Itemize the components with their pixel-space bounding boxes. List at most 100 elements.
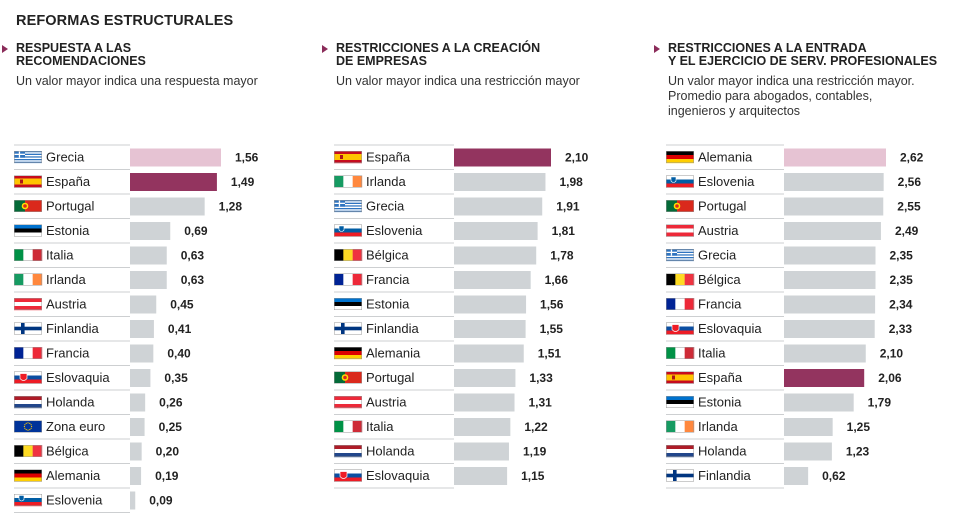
italy-flag-icon: [14, 249, 43, 261]
value-label: 1,15: [521, 469, 545, 483]
bar: [784, 295, 876, 314]
greece-flag-icon: [334, 200, 362, 213]
value-label: 2,33: [889, 322, 913, 336]
slovenia-flag-icon: [334, 224, 362, 237]
bar-row: Alemania 1,51: [334, 344, 561, 366]
bar-row: Eslovenia 2,56: [666, 173, 921, 195]
bar: [454, 197, 543, 216]
panel-title: RESTRICCIONES A LA ENTRADA Y EL EJERCICI…: [654, 42, 937, 68]
slovenia-flag-icon: [666, 175, 694, 188]
bar-row: Austria 0,45: [14, 295, 194, 317]
category-label: Holanda: [698, 444, 747, 459]
bar: [130, 369, 151, 387]
value-label: 1,79: [868, 396, 892, 410]
arrow-icon: [322, 45, 328, 53]
bar-chart: Grecia 1,56 España 1,49 Portugal 1,28 Estonia 0…: [14, 144, 259, 513]
bar-row: Holanda 1,19: [334, 442, 547, 464]
value-label: 2,35: [889, 273, 913, 287]
bar-row: Italia 0,63: [14, 246, 204, 268]
category-label: Alemania: [698, 150, 753, 165]
bar: [130, 271, 167, 289]
panel-respuesta-recomendaciones: RESPUESTA A LAS RECOMENDACIONES Un valor…: [2, 42, 312, 517]
germany-flag-icon: [666, 151, 694, 164]
bar: [130, 246, 167, 265]
bar-row: Zona euro 0,25: [14, 418, 183, 440]
bar-row: España 1,49: [14, 173, 255, 195]
portugal-flag-icon: [14, 200, 42, 212]
category-label: Austria: [698, 223, 739, 238]
bar-row: Francia 1,66: [334, 271, 568, 293]
value-label: 0,40: [167, 347, 191, 361]
bar-row: Estonia 0,69: [14, 222, 208, 244]
bar: [784, 246, 876, 265]
bar-row: España 2,06: [666, 369, 902, 391]
bar: [454, 344, 524, 363]
portugal-flag-icon: [334, 371, 362, 384]
category-label: Eslovenia: [366, 223, 423, 238]
bar: [454, 246, 537, 265]
ireland-flag-icon: [14, 273, 43, 286]
bar-chart: Alemania 2,62 Eslovenia 2,56 Portugal 2,55 Aus…: [666, 144, 924, 489]
panel-subtitle: Un valor mayor indica una respuesta mayo…: [16, 74, 258, 88]
value-label: 0,25: [159, 420, 183, 434]
bar: [454, 271, 531, 289]
category-label: Estonia: [366, 297, 410, 312]
bar-row: Portugal 1,28: [14, 197, 242, 219]
bar-row: Bélgica 1,78: [334, 246, 574, 268]
category-label: Austria: [46, 297, 87, 312]
bar-row: Eslovenia 0,09: [14, 491, 173, 513]
bar-row: Portugal 2,55: [666, 197, 921, 219]
bar: [130, 197, 205, 216]
bar-row: Portugal 1,33: [334, 369, 553, 391]
value-label: 0,45: [170, 298, 194, 312]
france-flag-icon: [14, 347, 43, 359]
category-label: Bélgica: [366, 248, 409, 263]
value-label: 0,62: [822, 469, 846, 483]
value-label: 2,34: [889, 298, 913, 312]
category-label: Portugal: [366, 370, 415, 385]
category-label: España: [698, 370, 743, 385]
slovenia-flag-icon: [14, 494, 42, 507]
value-label: 2,10: [880, 347, 904, 361]
category-label: Irlanda: [698, 419, 739, 434]
bar-row: España 2,10: [334, 144, 589, 170]
bar: [454, 295, 527, 314]
category-label: Francia: [46, 346, 90, 361]
ireland-flag-icon: [334, 175, 363, 188]
value-label: 1,33: [529, 371, 553, 385]
bar: [130, 418, 145, 436]
bar: [454, 222, 538, 240]
category-label: España: [46, 174, 91, 189]
bar: [784, 320, 875, 338]
category-label: Eslovaquia: [46, 370, 110, 385]
bar-row: Eslovenia 1,81: [334, 222, 575, 244]
category-label: Eslovenia: [698, 174, 755, 189]
value-label: 0,26: [159, 396, 183, 410]
bar: [130, 491, 136, 510]
bar: [784, 344, 866, 363]
bar: [130, 295, 157, 314]
bar: [130, 148, 221, 167]
bar: [130, 173, 217, 191]
netherlands-flag-icon: [334, 445, 362, 458]
bar: [784, 369, 865, 387]
italy-flag-icon: [666, 347, 695, 359]
estonia-flag-icon: [14, 224, 42, 237]
bar-row: Alemania 2,62: [666, 144, 924, 170]
spain-flag-icon: [14, 175, 42, 188]
value-label: 0,41: [168, 322, 192, 336]
bar-row: Austria 2,49: [666, 222, 919, 244]
spain-flag-icon: [666, 371, 694, 384]
bar-row: Francia 0,40: [14, 344, 191, 366]
bar-row: Eslovaquia 0,35: [14, 369, 188, 391]
category-label: Alemania: [366, 346, 421, 361]
greece-flag-icon: [666, 249, 694, 262]
arrow-icon: [2, 45, 8, 53]
category-label: Italia: [698, 346, 726, 361]
value-label: 0,35: [164, 371, 188, 385]
panel-header: RESTRICCIONES A LA CREACIÓN DE EMPRESAS …: [322, 42, 580, 89]
eu-flag-icon: [14, 420, 42, 433]
value-label: 2,06: [878, 371, 902, 385]
value-label: 0,19: [155, 469, 179, 483]
greece-flag-icon: [14, 151, 42, 164]
